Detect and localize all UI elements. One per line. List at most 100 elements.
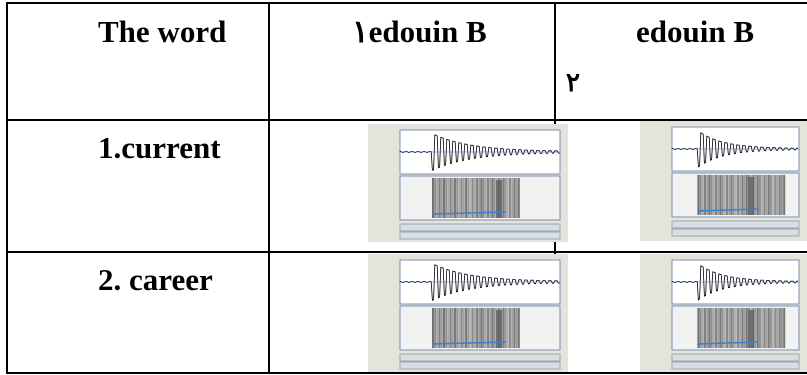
figure-part <box>768 175 770 215</box>
figure-part <box>511 178 513 218</box>
figure-part <box>465 178 467 218</box>
figure-part <box>706 308 708 348</box>
figure-part <box>717 175 719 215</box>
figure-part <box>672 221 799 228</box>
spectrogram-image <box>368 254 568 372</box>
figure-part <box>713 175 715 215</box>
figure-part <box>456 178 458 218</box>
word-cell: 1.current <box>98 130 221 166</box>
figure-part <box>779 308 781 348</box>
figure-part <box>759 175 761 215</box>
figure-part <box>507 308 509 348</box>
figure-part <box>441 308 443 348</box>
figure-part <box>783 308 785 348</box>
figure-part <box>452 308 454 348</box>
figure-part <box>432 178 434 218</box>
figure-part <box>432 308 434 348</box>
figure-part <box>700 308 702 348</box>
figure-part <box>513 178 515 218</box>
figure-part <box>511 308 513 348</box>
figure-part <box>672 354 799 361</box>
spectrogram-image <box>640 254 807 372</box>
figure-part <box>730 175 732 215</box>
figure-part <box>461 308 463 348</box>
figure-part <box>447 178 449 218</box>
figure-part <box>766 308 768 348</box>
figure-part <box>509 178 511 218</box>
figure-part <box>463 178 465 218</box>
figure-part <box>733 308 735 348</box>
figure-part <box>465 308 467 348</box>
figure-part <box>474 178 476 218</box>
figure-part <box>476 178 478 218</box>
figure-part <box>711 308 713 348</box>
rule <box>6 2 8 374</box>
figure-part <box>783 175 785 215</box>
figure-part <box>452 178 454 218</box>
figure-part <box>472 178 474 218</box>
figure-part <box>728 308 730 348</box>
figure-part <box>456 308 458 348</box>
figure-part <box>400 232 560 239</box>
figure-part <box>518 178 520 218</box>
figure-part <box>516 178 518 218</box>
figure-part <box>458 178 460 218</box>
figure-part <box>507 178 509 218</box>
figure-part <box>450 178 452 218</box>
figure-part <box>469 308 471 348</box>
figure-part <box>777 175 779 215</box>
figure-part <box>697 308 699 348</box>
figure-part <box>726 175 728 215</box>
figure-part <box>766 175 768 215</box>
figure-part <box>450 308 452 348</box>
figure-part <box>434 178 436 218</box>
header-cell: ١edouin B <box>352 14 487 50</box>
figure-part <box>518 308 520 348</box>
word-cell: 2. career <box>98 262 213 298</box>
spectrogram-image <box>368 124 568 242</box>
figure-part <box>441 178 443 218</box>
rule <box>6 251 807 253</box>
figure-part <box>719 175 721 215</box>
figure-part <box>717 308 719 348</box>
figure-part <box>719 308 721 348</box>
figure-part <box>711 175 713 215</box>
rule <box>6 2 807 4</box>
figure-part <box>763 175 765 215</box>
header-note: ٢ <box>566 68 580 98</box>
figure-part <box>439 178 441 218</box>
figure-part <box>436 308 438 348</box>
figure-part <box>715 308 717 348</box>
figure-part <box>400 362 560 369</box>
rule <box>268 2 270 374</box>
figure-part <box>472 308 474 348</box>
figure-part <box>434 308 436 348</box>
figure-part <box>772 308 774 348</box>
figure-part <box>708 308 710 348</box>
figure-part <box>702 308 704 348</box>
figure-part <box>445 308 447 348</box>
spectrogram-image <box>640 121 807 241</box>
figure-part <box>779 175 781 215</box>
figure-part <box>759 308 761 348</box>
figure-part <box>454 178 456 218</box>
figure-part <box>772 175 774 215</box>
figure-part <box>461 178 463 218</box>
figure-part <box>777 308 779 348</box>
figure-part <box>763 308 765 348</box>
document-table: The word ١edouin B edouin B ٢ 1.current … <box>0 0 807 375</box>
figure-part <box>476 308 478 348</box>
header-cell: edouin B <box>636 14 754 50</box>
figure-part <box>443 178 445 218</box>
figure-part <box>702 175 704 215</box>
figure-part <box>400 224 560 231</box>
figure-part <box>715 175 717 215</box>
figure-part <box>706 175 708 215</box>
figure-part <box>697 175 699 215</box>
figure-part <box>726 308 728 348</box>
figure-part <box>700 175 702 215</box>
figure-part <box>730 308 732 348</box>
figure-part <box>724 175 726 215</box>
figure-part <box>768 308 770 348</box>
figure-part <box>400 354 560 361</box>
